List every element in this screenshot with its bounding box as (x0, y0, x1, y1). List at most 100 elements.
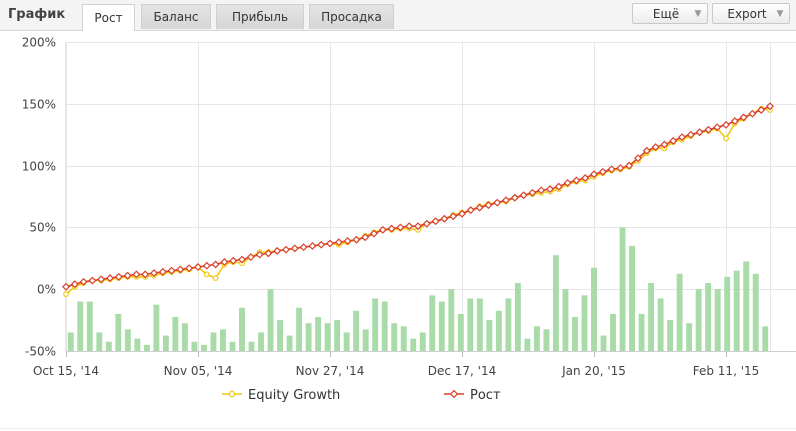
volume-bar (296, 307, 303, 351)
volume-bar (277, 320, 284, 351)
growth-point (185, 264, 194, 273)
volume-bar (457, 313, 464, 351)
growth-point (581, 174, 590, 182)
export-dropdown-label: Export (727, 6, 767, 21)
growth-point (317, 240, 326, 249)
volume-bar (105, 341, 112, 351)
legend-equity-growth[interactable]: Equity Growth (222, 388, 340, 403)
growth-point (123, 271, 132, 280)
volume-bar (438, 301, 445, 351)
volume-bar (543, 329, 550, 351)
volume-bar (229, 341, 236, 351)
volume-bar (552, 255, 559, 351)
volume-bar (695, 289, 702, 351)
growth-chart: -50% 0% 50% 100% 150% 200% Oct 15, '14 Nov 05,… (22, 36, 796, 403)
growth-point (704, 125, 713, 134)
export-dropdown[interactable]: Export ▼ (712, 3, 790, 24)
growth-point (669, 136, 678, 145)
volume-bar (334, 320, 341, 351)
growth-point (211, 260, 220, 269)
x-axis-labels: Oct 15, '14 Nov 05, '14 Nov 27, '14 Dec 17,… (33, 364, 759, 378)
growth-point (660, 140, 669, 149)
volume-bar (134, 338, 141, 351)
volume-bar (476, 298, 483, 351)
growth-point (695, 128, 704, 137)
volume-bar (524, 338, 531, 351)
growth-point (396, 223, 405, 232)
volume-bar (610, 313, 616, 351)
volume-bar (362, 329, 369, 351)
volume-bar (181, 323, 188, 351)
y-axis-labels: -50% 0% 50% 100% 150% 200% (22, 36, 56, 359)
tab-balance[interactable]: Баланс (141, 4, 211, 29)
growth-point (220, 258, 229, 266)
growth-point (546, 185, 554, 194)
growth-point (150, 269, 158, 278)
volume-bar (258, 332, 264, 351)
growth-point (502, 196, 510, 205)
growth-line (65, 105, 771, 288)
growth-point (132, 270, 141, 279)
growth-point (264, 249, 273, 258)
volume-bar (505, 298, 512, 351)
tab-growth[interactable]: Рост (82, 4, 135, 31)
legend-marker (449, 389, 459, 399)
growth-point (422, 219, 431, 228)
volume-bar (220, 329, 226, 351)
growth-point (352, 235, 361, 244)
volume-bar (400, 326, 407, 351)
volume-bar (657, 298, 664, 351)
tab-profit[interactable]: Прибыль (216, 4, 304, 29)
growth-point (194, 262, 202, 271)
growth-point (308, 241, 317, 250)
volume-bar (533, 326, 540, 351)
volume-bar (153, 304, 160, 351)
volume-bar (448, 289, 455, 351)
volume-bar (667, 320, 674, 351)
volume-bar (638, 313, 645, 351)
growth-point (528, 188, 537, 197)
growth-point (273, 246, 282, 255)
volume-bar (115, 313, 122, 351)
more-dropdown[interactable]: Ещё ▼ (632, 3, 708, 24)
growth-point (431, 217, 440, 226)
growth-point (238, 255, 246, 264)
series-lines (62, 102, 774, 298)
growth-point (766, 102, 774, 111)
volume-bar (419, 332, 426, 351)
volume-bar (600, 335, 607, 351)
growth-point (79, 277, 88, 286)
y-tick-label: 150% (22, 98, 56, 112)
growth-point (493, 198, 502, 207)
volume-bar (733, 270, 740, 351)
growth-point (246, 253, 255, 262)
volume-bar (572, 317, 578, 351)
growth-point (739, 113, 748, 122)
volume-bar (486, 320, 493, 351)
growth-point (458, 209, 466, 218)
growth-point (625, 161, 634, 170)
growth-point (370, 229, 378, 238)
legend-growth[interactable]: Рост (444, 388, 501, 403)
volume-bar (124, 329, 131, 351)
growth-point (607, 165, 616, 174)
growth-point (730, 117, 739, 126)
vertical-grid (66, 42, 796, 357)
volume-bar (286, 335, 293, 351)
y-tick-label: 200% (22, 36, 56, 50)
volume-bar (495, 310, 502, 351)
equity-growth-point (212, 275, 219, 281)
volume-bar (267, 289, 274, 351)
volume-bar (343, 332, 350, 351)
volume-bar (191, 341, 198, 351)
volume-bar (353, 310, 360, 351)
volume-bar (86, 301, 93, 351)
volume-bar (743, 261, 750, 351)
growth-point (334, 238, 343, 247)
growth-point (440, 214, 449, 223)
volume-bar (467, 298, 474, 351)
growth-point (572, 176, 581, 185)
growth-point (106, 274, 114, 283)
tab-drawdown[interactable]: Просадка (309, 4, 394, 29)
volume-bar (248, 341, 255, 351)
